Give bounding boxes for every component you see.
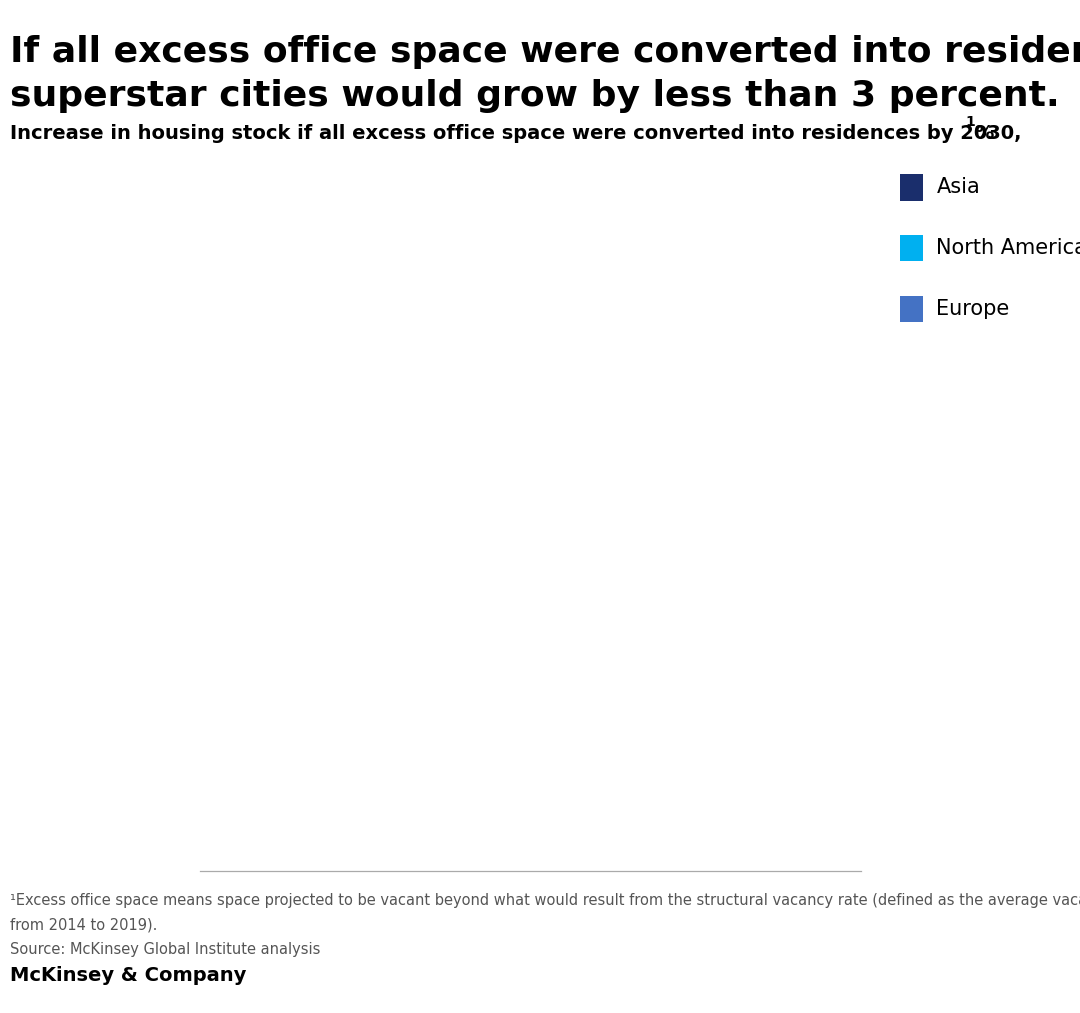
Text: from 2014 to 2019).: from 2014 to 2019). bbox=[10, 918, 157, 933]
Text: 1: 1 bbox=[966, 115, 975, 130]
Text: Increase in housing stock if all excess office space were converted into residen: Increase in housing stock if all excess … bbox=[10, 124, 1022, 143]
Text: McKinsey & Company: McKinsey & Company bbox=[10, 965, 246, 985]
Text: superstar cities would grow by less than 3 percent.: superstar cities would grow by less than… bbox=[10, 79, 1059, 113]
Text: North America: North America bbox=[936, 238, 1080, 258]
Text: ¹Excess office space means space projected to be vacant beyond what would result: ¹Excess office space means space project… bbox=[10, 893, 1080, 909]
Text: Source: McKinsey Global Institute analysis: Source: McKinsey Global Institute analys… bbox=[10, 942, 320, 957]
Text: %: % bbox=[971, 124, 995, 143]
Text: If all excess office space were converted into residences, housing stock in: If all excess office space were converte… bbox=[10, 35, 1080, 70]
Text: Asia: Asia bbox=[936, 177, 981, 198]
Text: Europe: Europe bbox=[936, 299, 1010, 319]
